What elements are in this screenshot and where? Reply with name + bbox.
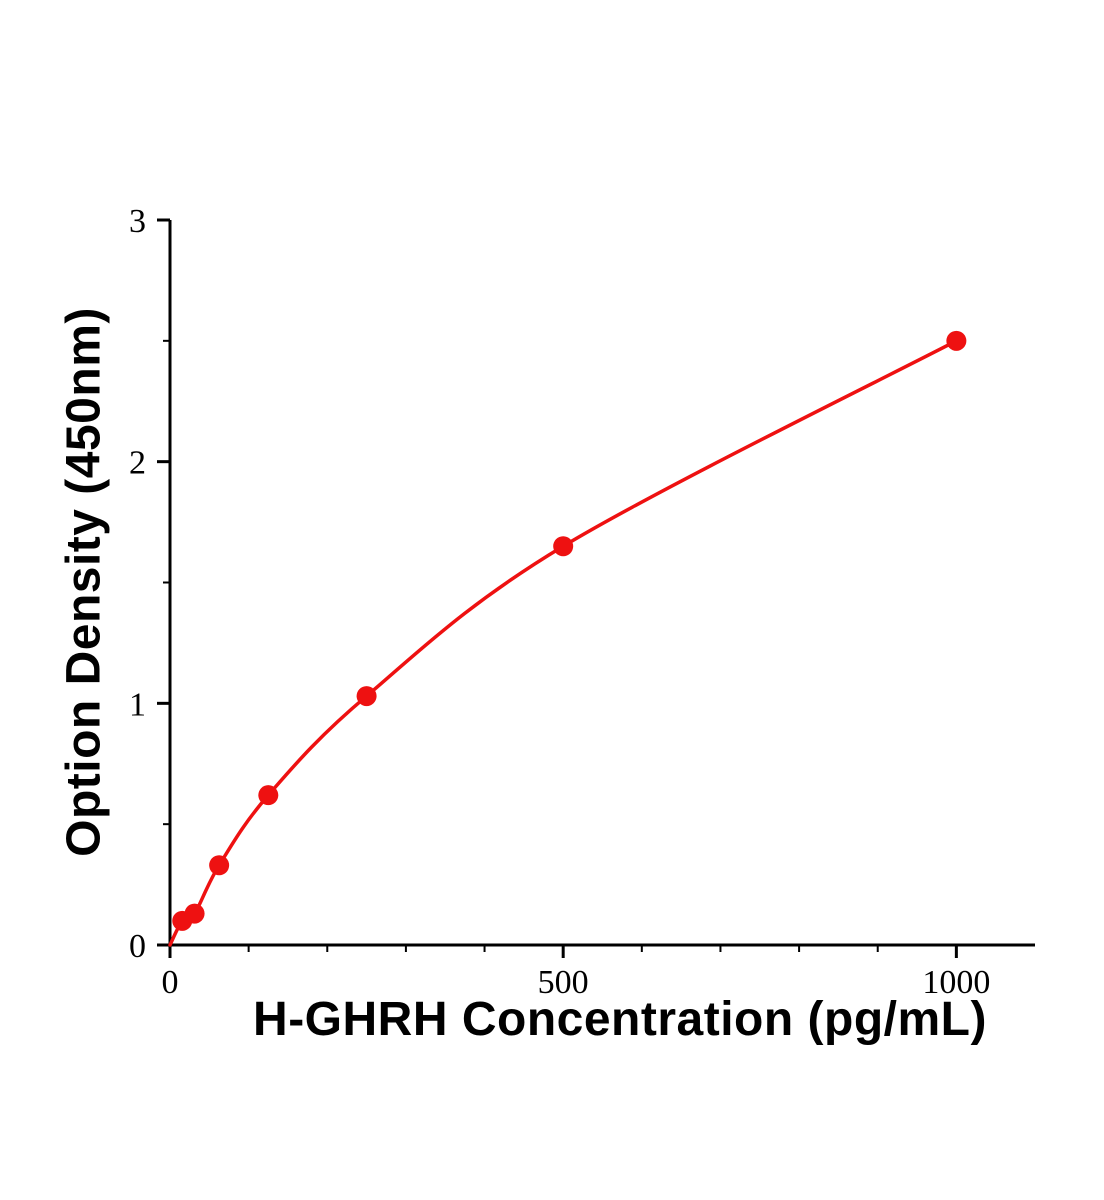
curve-line [168, 339, 959, 947]
x-tick-label: 500 [538, 964, 589, 1001]
data-point-marker [553, 536, 574, 557]
data-point-marker [356, 686, 377, 707]
y-tick-label: 2 [129, 445, 146, 482]
y-tick-label: 3 [129, 203, 146, 240]
x-axis-title: H-GHRH Concentration (pg/mL) [253, 993, 987, 1046]
x-tick-label: 0 [162, 964, 179, 1001]
data-point-marker [184, 903, 205, 924]
data-point-marker [209, 855, 230, 876]
data-point-marker [258, 785, 279, 806]
y-tick-label: 1 [129, 686, 146, 723]
x-tick-label: 1000 [922, 964, 990, 1001]
data-point-marker [946, 330, 967, 351]
y-tick-label: 0 [129, 928, 146, 965]
y-axis-title: Option Density (450nm) [57, 307, 111, 857]
